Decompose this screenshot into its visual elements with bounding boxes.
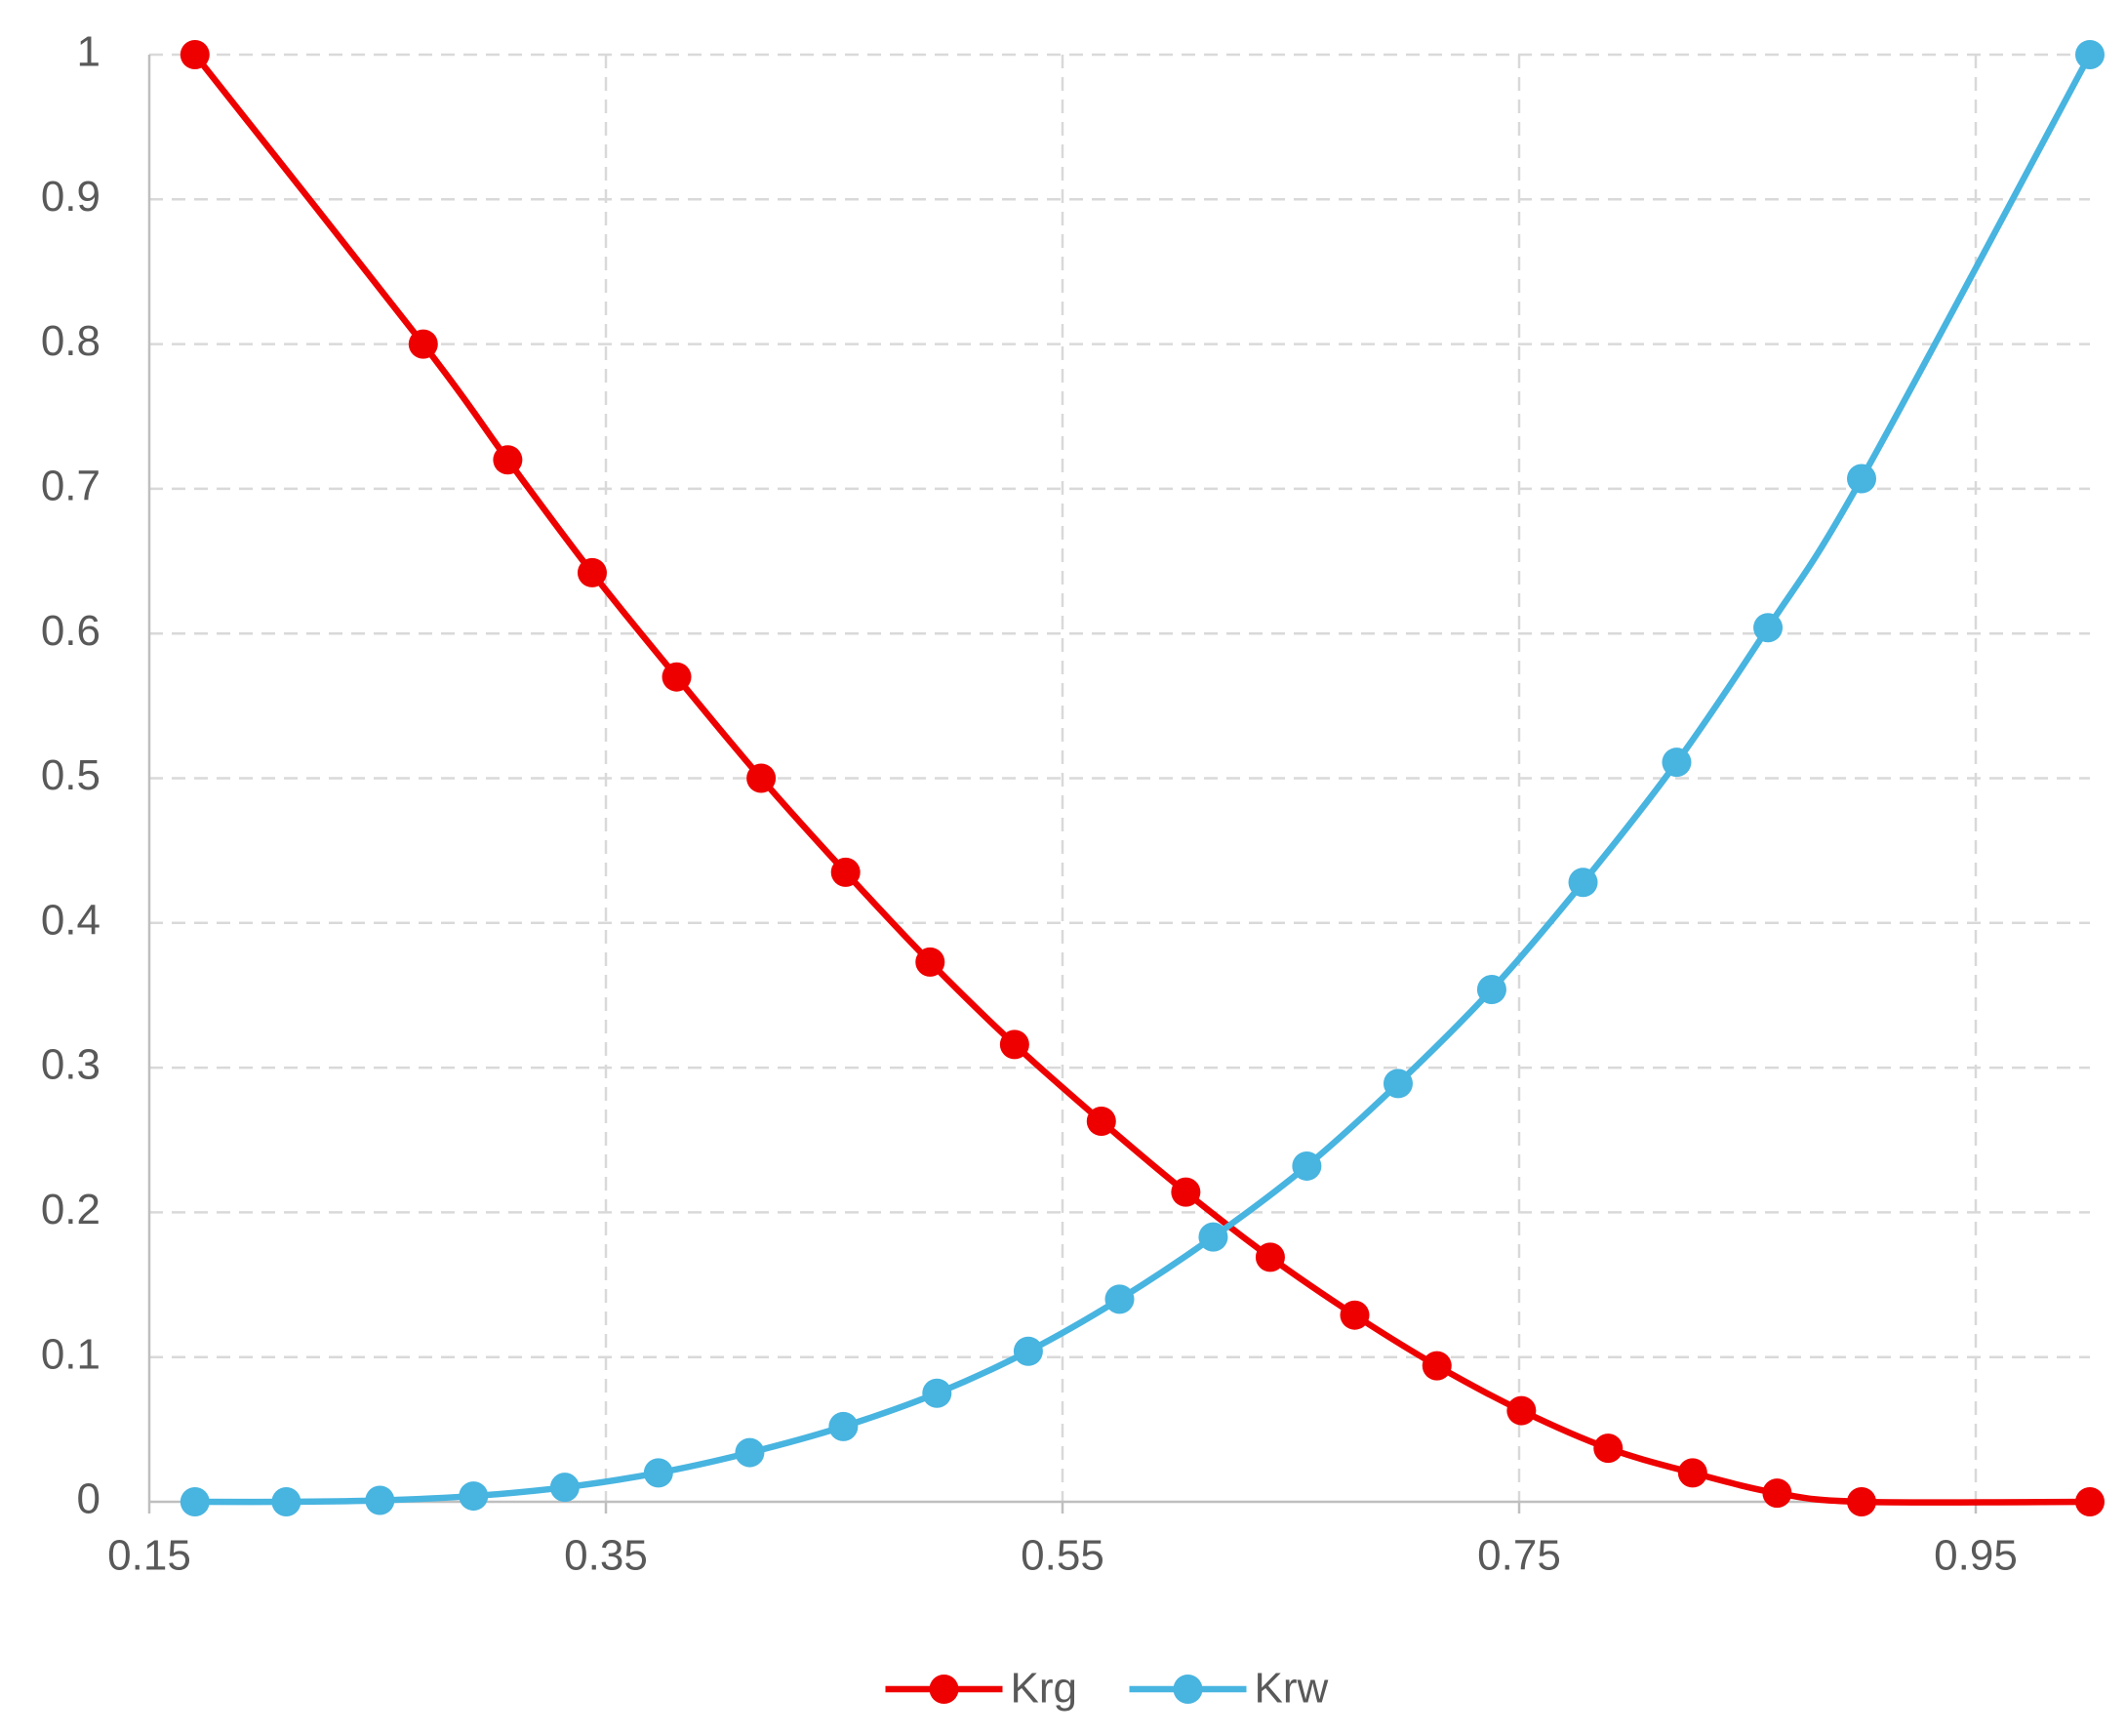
data-point: [2075, 1487, 2105, 1516]
data-point: [1292, 1151, 1322, 1181]
data-point: [180, 1487, 210, 1516]
y-tick-label: 0.9: [41, 173, 100, 221]
data-point: [1255, 1242, 1285, 1272]
data-point: [1753, 613, 1784, 643]
data-point: [828, 1411, 859, 1441]
data-point: [577, 557, 607, 587]
legend-marker: [1173, 1675, 1203, 1704]
data-point: [1086, 1106, 1116, 1136]
data-point: [1340, 1300, 1370, 1330]
x-tick-label: 0.75: [1477, 1532, 1561, 1580]
data-point: [1762, 1478, 1792, 1509]
y-tick-label: 0.8: [41, 317, 100, 365]
data-point: [493, 445, 523, 475]
data-point: [830, 857, 861, 887]
data-point: [1568, 868, 1598, 898]
data-point: [1422, 1351, 1452, 1381]
y-tick-label: 0.5: [41, 751, 100, 799]
data-point: [1662, 747, 1692, 778]
data-point: [271, 1487, 301, 1516]
data-point: [662, 662, 692, 692]
x-tick-label: 0.15: [107, 1532, 191, 1580]
data-point: [1476, 975, 1506, 1005]
y-tick-label: 0.4: [41, 896, 100, 944]
data-point: [2075, 40, 2105, 69]
data-point: [1593, 1433, 1624, 1464]
data-point: [1847, 1487, 1876, 1516]
legend-marker: [929, 1675, 959, 1704]
data-point: [1013, 1336, 1043, 1366]
x-tick-label: 0.95: [1934, 1532, 2018, 1580]
data-point: [1677, 1458, 1707, 1488]
y-tick-label: 0.3: [41, 1041, 100, 1089]
data-point: [1104, 1284, 1135, 1314]
data-point: [408, 329, 438, 359]
data-point: [365, 1485, 395, 1515]
data-point: [999, 1029, 1029, 1060]
data-point: [1171, 1177, 1201, 1207]
data-point: [735, 1437, 765, 1468]
data-point: [1383, 1069, 1413, 1099]
data-point: [459, 1481, 489, 1512]
y-tick-label: 0.6: [41, 607, 100, 655]
legend-label: Krg: [1011, 1665, 1077, 1713]
data-point: [746, 763, 777, 793]
y-tick-label: 0.2: [41, 1186, 100, 1233]
y-tick-label: 0.7: [41, 463, 100, 510]
data-point: [643, 1458, 673, 1488]
data-point: [922, 1378, 952, 1408]
data-point: [1506, 1395, 1537, 1426]
data-point: [915, 947, 945, 977]
y-tick-label: 0.1: [41, 1330, 100, 1378]
x-tick-label: 0.55: [1021, 1532, 1104, 1580]
y-tick-label: 1: [77, 28, 100, 76]
series-line: [194, 53, 2093, 1506]
y-tick-label: 0: [77, 1475, 100, 1523]
legend-label: Krw: [1255, 1665, 1329, 1713]
x-tick-label: 0.35: [564, 1532, 648, 1580]
data-point: [180, 40, 210, 69]
data-point: [1198, 1222, 1228, 1252]
data-point: [549, 1473, 580, 1503]
data-point: [1847, 464, 1876, 494]
